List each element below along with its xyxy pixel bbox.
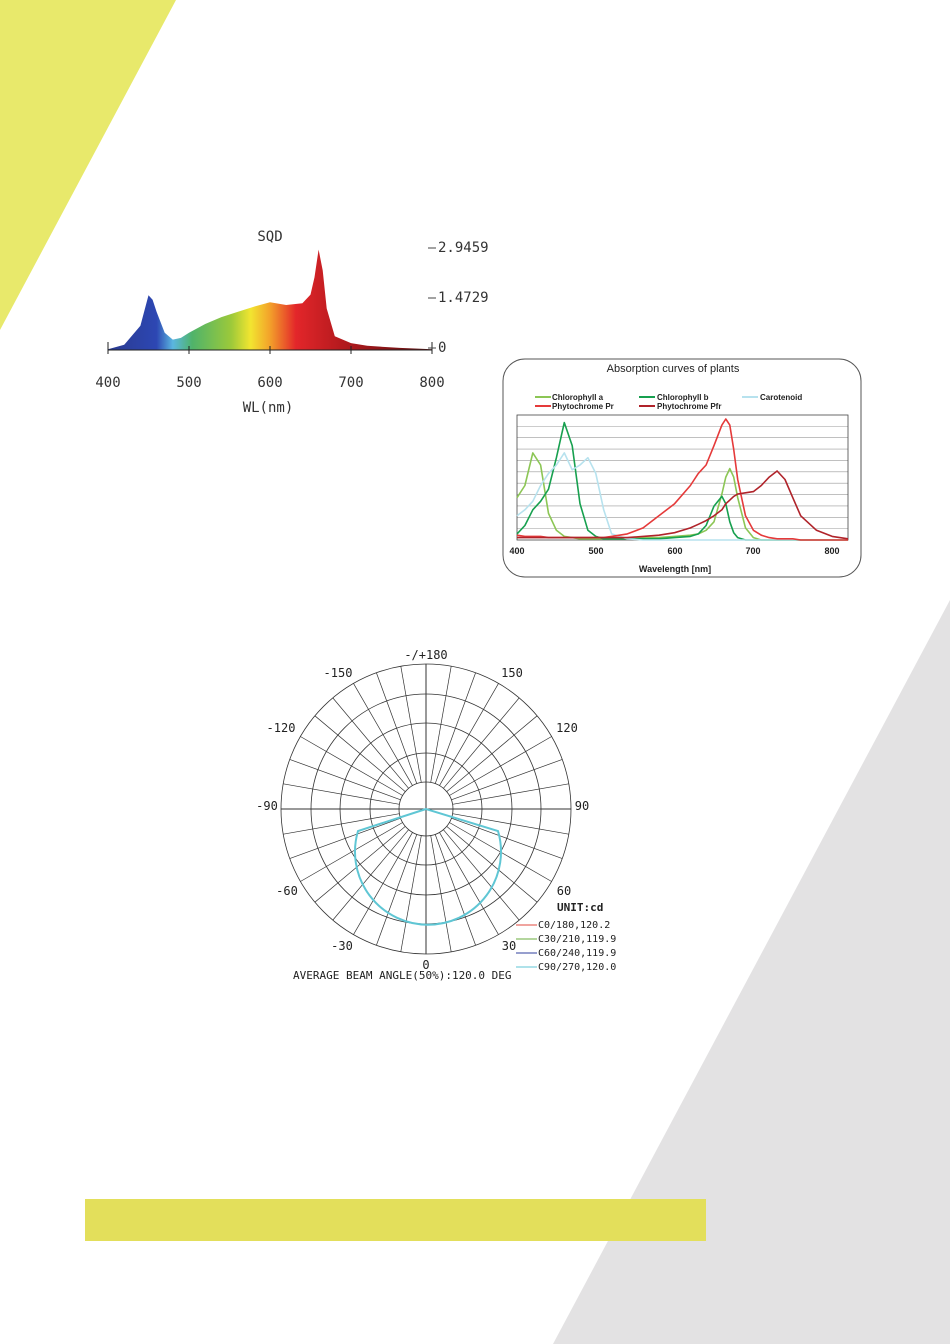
polar-spoke (376, 834, 418, 946)
polar-spoke (400, 835, 422, 952)
polar-spoke (400, 666, 422, 783)
spectrum-x-label: WL(nm) (243, 400, 294, 416)
polar-spoke (430, 666, 452, 783)
polar-spoke (449, 736, 552, 796)
absorption-x-tick: 400 (509, 546, 524, 556)
polar-label-m90: -90 (256, 799, 278, 813)
polar-label-m120: -120 (267, 721, 296, 735)
legend-entry-c0: C0/180,120.2 (538, 920, 610, 931)
polar-label-180: -/+180 (404, 648, 447, 662)
spectrum-title: SQD (257, 229, 282, 245)
polar-spoke (446, 826, 538, 903)
polar-spoke (434, 834, 476, 946)
polar-label-m60: -60 (276, 884, 298, 898)
legend-entry-c60: C60/240,119.9 (538, 948, 616, 959)
legend-label-chlorophyll-b: Chlorophyll b (657, 393, 709, 402)
polar-spoke (430, 835, 452, 952)
polar-spoke (452, 783, 569, 805)
polar-label-p90: 90 (575, 799, 589, 813)
yellow-corner-triangle (0, 0, 176, 330)
absorption-line-phytochrome-pfr (517, 470, 849, 540)
polar-spoke (289, 759, 401, 801)
polar-grid (280, 663, 572, 955)
absorption-title: Absorption curves of plants (607, 363, 740, 375)
right-tick-label: 1.4729 (438, 290, 489, 306)
polar-spoke (353, 832, 413, 935)
right-tick-label: 2.9459 (438, 240, 489, 256)
x-tick-label: 600 (257, 375, 282, 391)
polar-series-c90 (354, 807, 502, 926)
polar-label-m150: -150 (324, 666, 353, 680)
legend-label-chlorophyll-a: Chlorophyll a (552, 393, 604, 402)
legend-entry-c30: C30/210,119.9 (538, 934, 616, 945)
polar-spoke (451, 817, 563, 859)
legend-entry-c90: C90/270,120.0 (538, 962, 616, 973)
spectrum-chart: SQD 400 500 600 700 800 WL(nm) 2.9459 1.… (95, 229, 489, 416)
absorption-x-tick: 800 (824, 546, 839, 556)
spectrum-x-ticks (107, 342, 433, 354)
spectrum-right-ticks (428, 247, 436, 349)
legend-label-phytochrome-pr: Phytochrome Pr (552, 402, 614, 411)
polar-label-0: 0 (422, 958, 429, 972)
polar-spoke (443, 697, 520, 789)
polar-chart: -/+180 -150 150 -120 120 -90 90 -60 60 -… (256, 648, 616, 982)
polar-curve (354, 807, 502, 926)
absorption-x-label: Wavelength [nm] (639, 564, 711, 574)
polar-spoke (300, 736, 403, 796)
legend-label-carotenoid: Carotenoid (760, 393, 802, 402)
polar-spoke (451, 759, 563, 801)
yellow-footer-bar (85, 1199, 706, 1241)
polar-legend: C0/180,120.2 C30/210,119.9 C60/240,119.9… (516, 920, 616, 973)
polar-label-m30: -30 (331, 939, 353, 953)
polar-spoke (443, 829, 520, 921)
x-tick-label: 500 (176, 375, 201, 391)
gray-corner-panel (553, 600, 950, 1344)
polar-spoke (332, 697, 409, 789)
absorption-line-carotenoid (516, 452, 848, 541)
polar-label-p120: 120 (556, 721, 578, 735)
absorption-x-tick: 700 (745, 546, 760, 556)
x-tick-label: 800 (419, 375, 444, 391)
absorption-x-tick: 600 (667, 546, 682, 556)
absorption-x-tick: 500 (588, 546, 603, 556)
spectrum-area (108, 249, 432, 350)
polar-spoke (300, 822, 403, 882)
polar-spoke (283, 813, 400, 835)
x-tick-label: 400 (95, 375, 120, 391)
absorption-chart: Absorption curves of plants Chlorophyll … (502, 358, 862, 578)
legend-label-phytochrome-pfr: Phytochrome Pfr (657, 402, 721, 411)
polar-spoke (434, 672, 476, 784)
polar-label-p60: 60 (557, 884, 571, 898)
polar-spoke (314, 715, 406, 792)
polar-spoke (439, 832, 499, 935)
polar-label-p30: 30 (502, 939, 516, 953)
absorption-series (516, 418, 849, 541)
absorption-frame (502, 358, 862, 578)
polar-spoke (314, 826, 406, 903)
polar-spoke (289, 817, 401, 859)
polar-spoke (452, 813, 569, 835)
polar-spoke (446, 715, 538, 792)
right-tick-label: 0 (438, 340, 446, 356)
polar-spoke (283, 783, 400, 805)
polar-label-p150: 150 (501, 666, 523, 680)
x-tick-label: 700 (338, 375, 363, 391)
polar-unit-label: UNIT:cd (557, 901, 603, 914)
polar-spoke (353, 683, 413, 786)
beam-angle-caption: AVERAGE BEAM ANGLE(50%):120.0 DEG (293, 969, 512, 982)
polar-spoke (332, 829, 409, 921)
polar-spoke (376, 672, 418, 784)
polar-spoke (439, 683, 499, 786)
